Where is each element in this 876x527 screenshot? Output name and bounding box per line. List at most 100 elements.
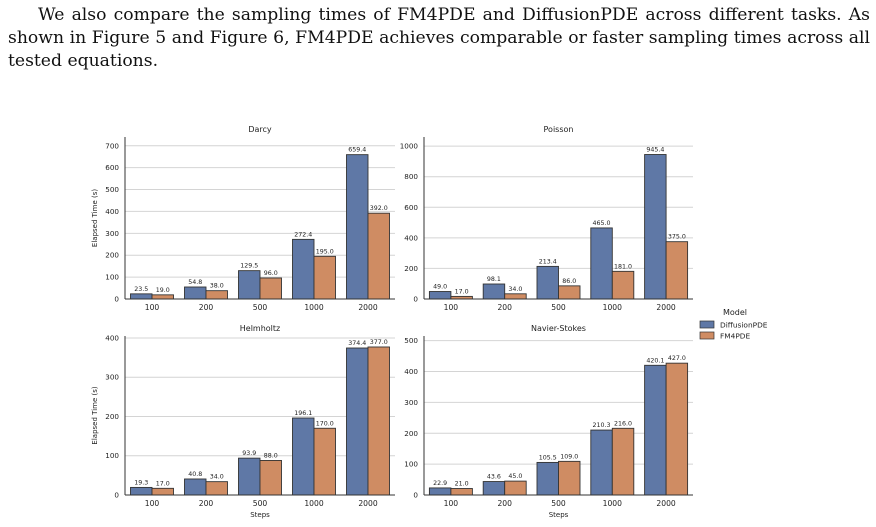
poisson-bar-fm4pde-1000 xyxy=(611,270,635,300)
darcy-bar-value-label: 54.8 xyxy=(188,279,202,286)
helmholtz-bar-value-label: 40.8 xyxy=(188,471,202,478)
poisson-bar-value-label: 34.0 xyxy=(508,286,522,293)
navier-stokes-xtick-label: 500 xyxy=(551,499,566,508)
helmholtz-bar-value-label: 34.0 xyxy=(210,474,224,481)
legend-swatch-diffusionpde xyxy=(699,320,715,329)
darcy-ytick-label: 600 xyxy=(105,163,119,172)
helmholtz-bar-value-label: 93.9 xyxy=(242,450,256,457)
darcy-xtick-label: 500 xyxy=(253,303,268,312)
darcy-bar-diffusionpde-1000 xyxy=(292,238,315,300)
darcy-ytick-label: 100 xyxy=(105,273,119,282)
darcy-bar-fm4pde-100 xyxy=(151,294,174,300)
helmholtz-ytick-label: 400 xyxy=(105,333,119,342)
poisson-bar-diffusionpde-2000 xyxy=(644,154,667,300)
darcy-bar-value-label: 195.0 xyxy=(316,248,334,255)
darcy-bar-diffusionpde-200 xyxy=(184,286,207,300)
helmholtz-xtick-label: 1000 xyxy=(304,499,323,508)
darcy-xtick-label: 1000 xyxy=(304,303,323,312)
poisson-bar-value-label: 213.4 xyxy=(539,258,557,265)
darcy-ytick-label: 400 xyxy=(105,207,119,216)
navier-stokes-bar-value-label: 109.0 xyxy=(560,453,578,460)
helmholtz-bar-fm4pde-2000 xyxy=(367,346,390,496)
darcy-title: Darcy xyxy=(248,125,272,134)
helmholtz-x-axis-label: Steps xyxy=(250,511,270,519)
helmholtz-bar-fm4pde-500 xyxy=(259,460,282,496)
poisson-xtick-label: 200 xyxy=(497,303,512,312)
poisson-bar-fm4pde-200 xyxy=(504,293,527,300)
darcy-bar-value-label: 272.4 xyxy=(294,231,312,238)
helmholtz-title: Helmholtz xyxy=(240,324,280,333)
navier-stokes-bar-value-label: 105.5 xyxy=(539,454,557,461)
poisson-bar-value-label: 86.0 xyxy=(562,278,576,285)
helmholtz-bar-value-label: 19.3 xyxy=(134,479,148,486)
navier-stokes-bar-fm4pde-1000 xyxy=(611,427,635,496)
poisson-title: Poisson xyxy=(544,125,574,134)
helmholtz-bar-diffusionpde-500 xyxy=(238,457,261,496)
poisson-ytick-label: 0 xyxy=(413,295,418,304)
poisson-bar-value-label: 98.1 xyxy=(487,276,501,283)
navier-stokes-bar-fm4pde-500 xyxy=(558,460,581,496)
poisson-bar-value-label: 375.0 xyxy=(668,234,686,241)
darcy-bar-fm4pde-500 xyxy=(259,277,282,300)
helmholtz-ytick-label: 0 xyxy=(114,491,119,500)
body-paragraph: We also compare the sampling times of FM… xyxy=(8,5,870,71)
poisson-xtick-label: 500 xyxy=(551,303,566,312)
darcy-ytick-label: 0 xyxy=(114,295,119,304)
poisson-bar-value-label: 17.0 xyxy=(455,288,469,295)
navier-stokes-xtick-label: 200 xyxy=(497,499,512,508)
navier-stokes-xtick-label: 1000 xyxy=(603,499,622,508)
darcy-bar-fm4pde-2000 xyxy=(367,212,390,300)
darcy-ytick-label: 300 xyxy=(105,229,119,238)
navier-stokes-bar-value-label: 210.3 xyxy=(593,422,611,429)
navier-stokes-bar-fm4pde-100 xyxy=(450,488,473,496)
darcy-ytick-label: 700 xyxy=(105,141,119,150)
darcy-y-axis-label: Elapsed Time (s) xyxy=(91,189,99,247)
darcy-xtick-label: 100 xyxy=(145,303,160,312)
poisson-ytick-label: 1000 xyxy=(400,142,419,151)
darcy-bar-diffusionpde-100 xyxy=(130,293,153,300)
navier-stokes-bar-value-label: 216.0 xyxy=(614,420,632,427)
navier-stokes-bar-diffusionpde-1000 xyxy=(590,429,613,496)
darcy-ytick-label: 200 xyxy=(105,251,119,260)
navier-stokes-bar-value-label: 427.0 xyxy=(668,355,686,362)
poisson-bar-fm4pde-500 xyxy=(558,285,581,300)
legend-label-fm4pde: FM4PDE xyxy=(720,332,750,341)
darcy-xtick-label: 2000 xyxy=(358,303,377,312)
helmholtz-bar-value-label: 377.0 xyxy=(370,339,388,346)
poisson-ytick-label: 400 xyxy=(404,233,418,242)
darcy-bar-value-label: 96.0 xyxy=(264,270,278,277)
navier-stokes-bar-value-label: 22.9 xyxy=(433,480,447,487)
poisson-bar-diffusionpde-500 xyxy=(536,265,559,300)
darcy-bar-value-label: 659.4 xyxy=(348,147,366,154)
navier-stokes-bar-fm4pde-200 xyxy=(504,480,527,496)
navier-stokes-ytick-label: 0 xyxy=(413,491,418,500)
helmholtz-bar-value-label: 17.0 xyxy=(156,480,170,487)
helmholtz-bar-diffusionpde-1000 xyxy=(292,417,315,496)
helmholtz-bar-diffusionpde-100 xyxy=(130,486,153,496)
helmholtz-xtick-label: 2000 xyxy=(358,499,377,508)
navier-stokes-bar-diffusionpde-200 xyxy=(482,481,506,496)
helmholtz-bar-value-label: 88.0 xyxy=(264,452,278,459)
helmholtz-bar-diffusionpde-200 xyxy=(184,478,207,496)
darcy-bar-value-label: 129.5 xyxy=(240,263,258,270)
helmholtz-xtick-label: 500 xyxy=(253,499,268,508)
legend-swatch-fm4pde xyxy=(699,331,715,340)
poisson-bar-diffusionpde-200 xyxy=(482,283,506,300)
helmholtz-bar-diffusionpde-2000 xyxy=(346,347,369,496)
navier-stokes-xtick-label: 2000 xyxy=(656,499,675,508)
navier-stokes-bar-value-label: 420.1 xyxy=(646,357,664,364)
navier-stokes-xtick-label: 100 xyxy=(444,499,459,508)
helmholtz-y-axis-label: Elapsed Time (s) xyxy=(91,386,99,444)
navier-stokes-bar-value-label: 43.6 xyxy=(487,474,501,481)
navier-stokes-ytick-label: 500 xyxy=(404,336,418,345)
poisson-bar-value-label: 181.0 xyxy=(614,263,632,270)
poisson-ytick-label: 200 xyxy=(404,264,418,273)
poisson-ytick-label: 800 xyxy=(404,172,418,181)
darcy-bar-fm4pde-200 xyxy=(205,290,228,300)
helmholtz-bar-value-label: 374.4 xyxy=(348,340,366,347)
poisson-bar-diffusionpde-1000 xyxy=(590,227,613,300)
helmholtz-bar-fm4pde-200 xyxy=(205,481,228,496)
navier-stokes-bar-diffusionpde-500 xyxy=(536,461,559,496)
navier-stokes-title: Navier-Stokes xyxy=(531,324,586,333)
